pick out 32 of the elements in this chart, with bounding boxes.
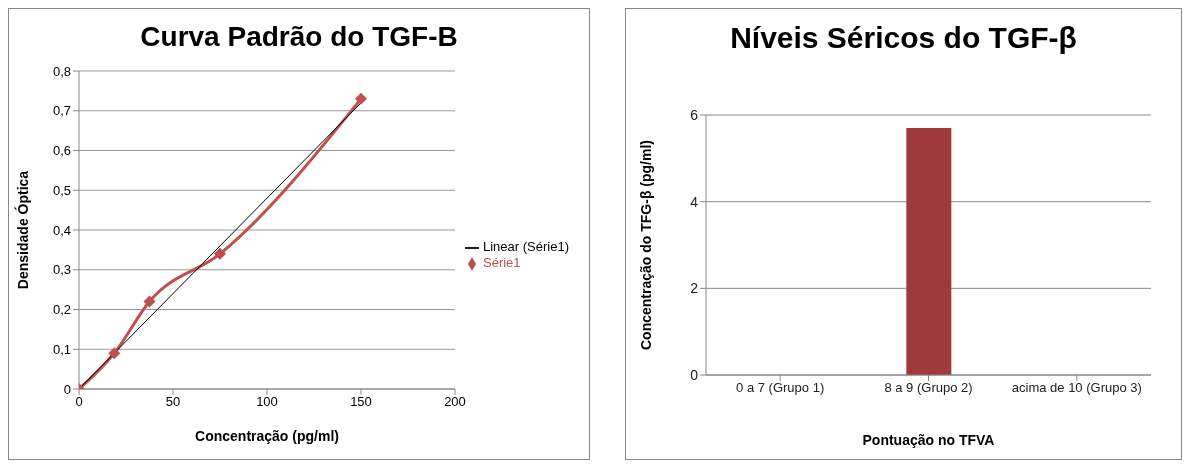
y-tick-label: 0,1 — [52, 341, 71, 357]
x-tick-label: 50 — [165, 394, 181, 410]
y-tick-label: 2 — [690, 280, 699, 297]
x-tick-label: 8 a 9 (Grupo 2) — [884, 380, 973, 396]
y-tick-label: 0,6 — [52, 143, 71, 159]
x-tick-label: 0 a 7 (Grupo 1) — [736, 380, 825, 396]
chart-title: Níveis Séricos do TGF-β — [729, 21, 1078, 56]
x-tick-label: 100 — [256, 394, 278, 410]
x-tick-label: 200 — [444, 394, 466, 410]
point — [355, 92, 367, 105]
y-tick-label: 6 — [690, 106, 699, 123]
x-tick-label: 0 — [75, 394, 83, 410]
point — [143, 295, 156, 308]
y-tick-label: 0,3 — [52, 262, 71, 278]
x-tick-label: 150 — [350, 394, 372, 410]
y-tick-label: 0,5 — [52, 182, 71, 198]
x-tick-label: acima de 10 (Grupo 3) — [1011, 380, 1142, 396]
point — [214, 247, 226, 260]
y-tick-label: 0 — [690, 366, 699, 383]
y-tick-label: 0,4 — [52, 222, 71, 238]
point — [108, 347, 121, 360]
y-tick-label: 0,8 — [52, 63, 71, 79]
y-axis-title: Densidade Óptica — [13, 170, 31, 290]
y-tick-label: 0,7 — [52, 103, 71, 119]
chart-title: Curva Padrão do TGF-B — [139, 21, 459, 54]
y-tick-label: 0,2 — [52, 302, 71, 318]
legend-label: Linear (Série1) — [483, 239, 569, 255]
x-axis-title: Pontuação no TFVA — [862, 432, 995, 448]
y-axis-title: Concentração do TFG-β (pg/ml) — [637, 140, 654, 350]
x-axis-title: Concentração (pg/ml) — [195, 428, 339, 444]
y-tick-label: 4 — [690, 193, 699, 210]
legend-label: Série1 — [483, 255, 521, 270]
